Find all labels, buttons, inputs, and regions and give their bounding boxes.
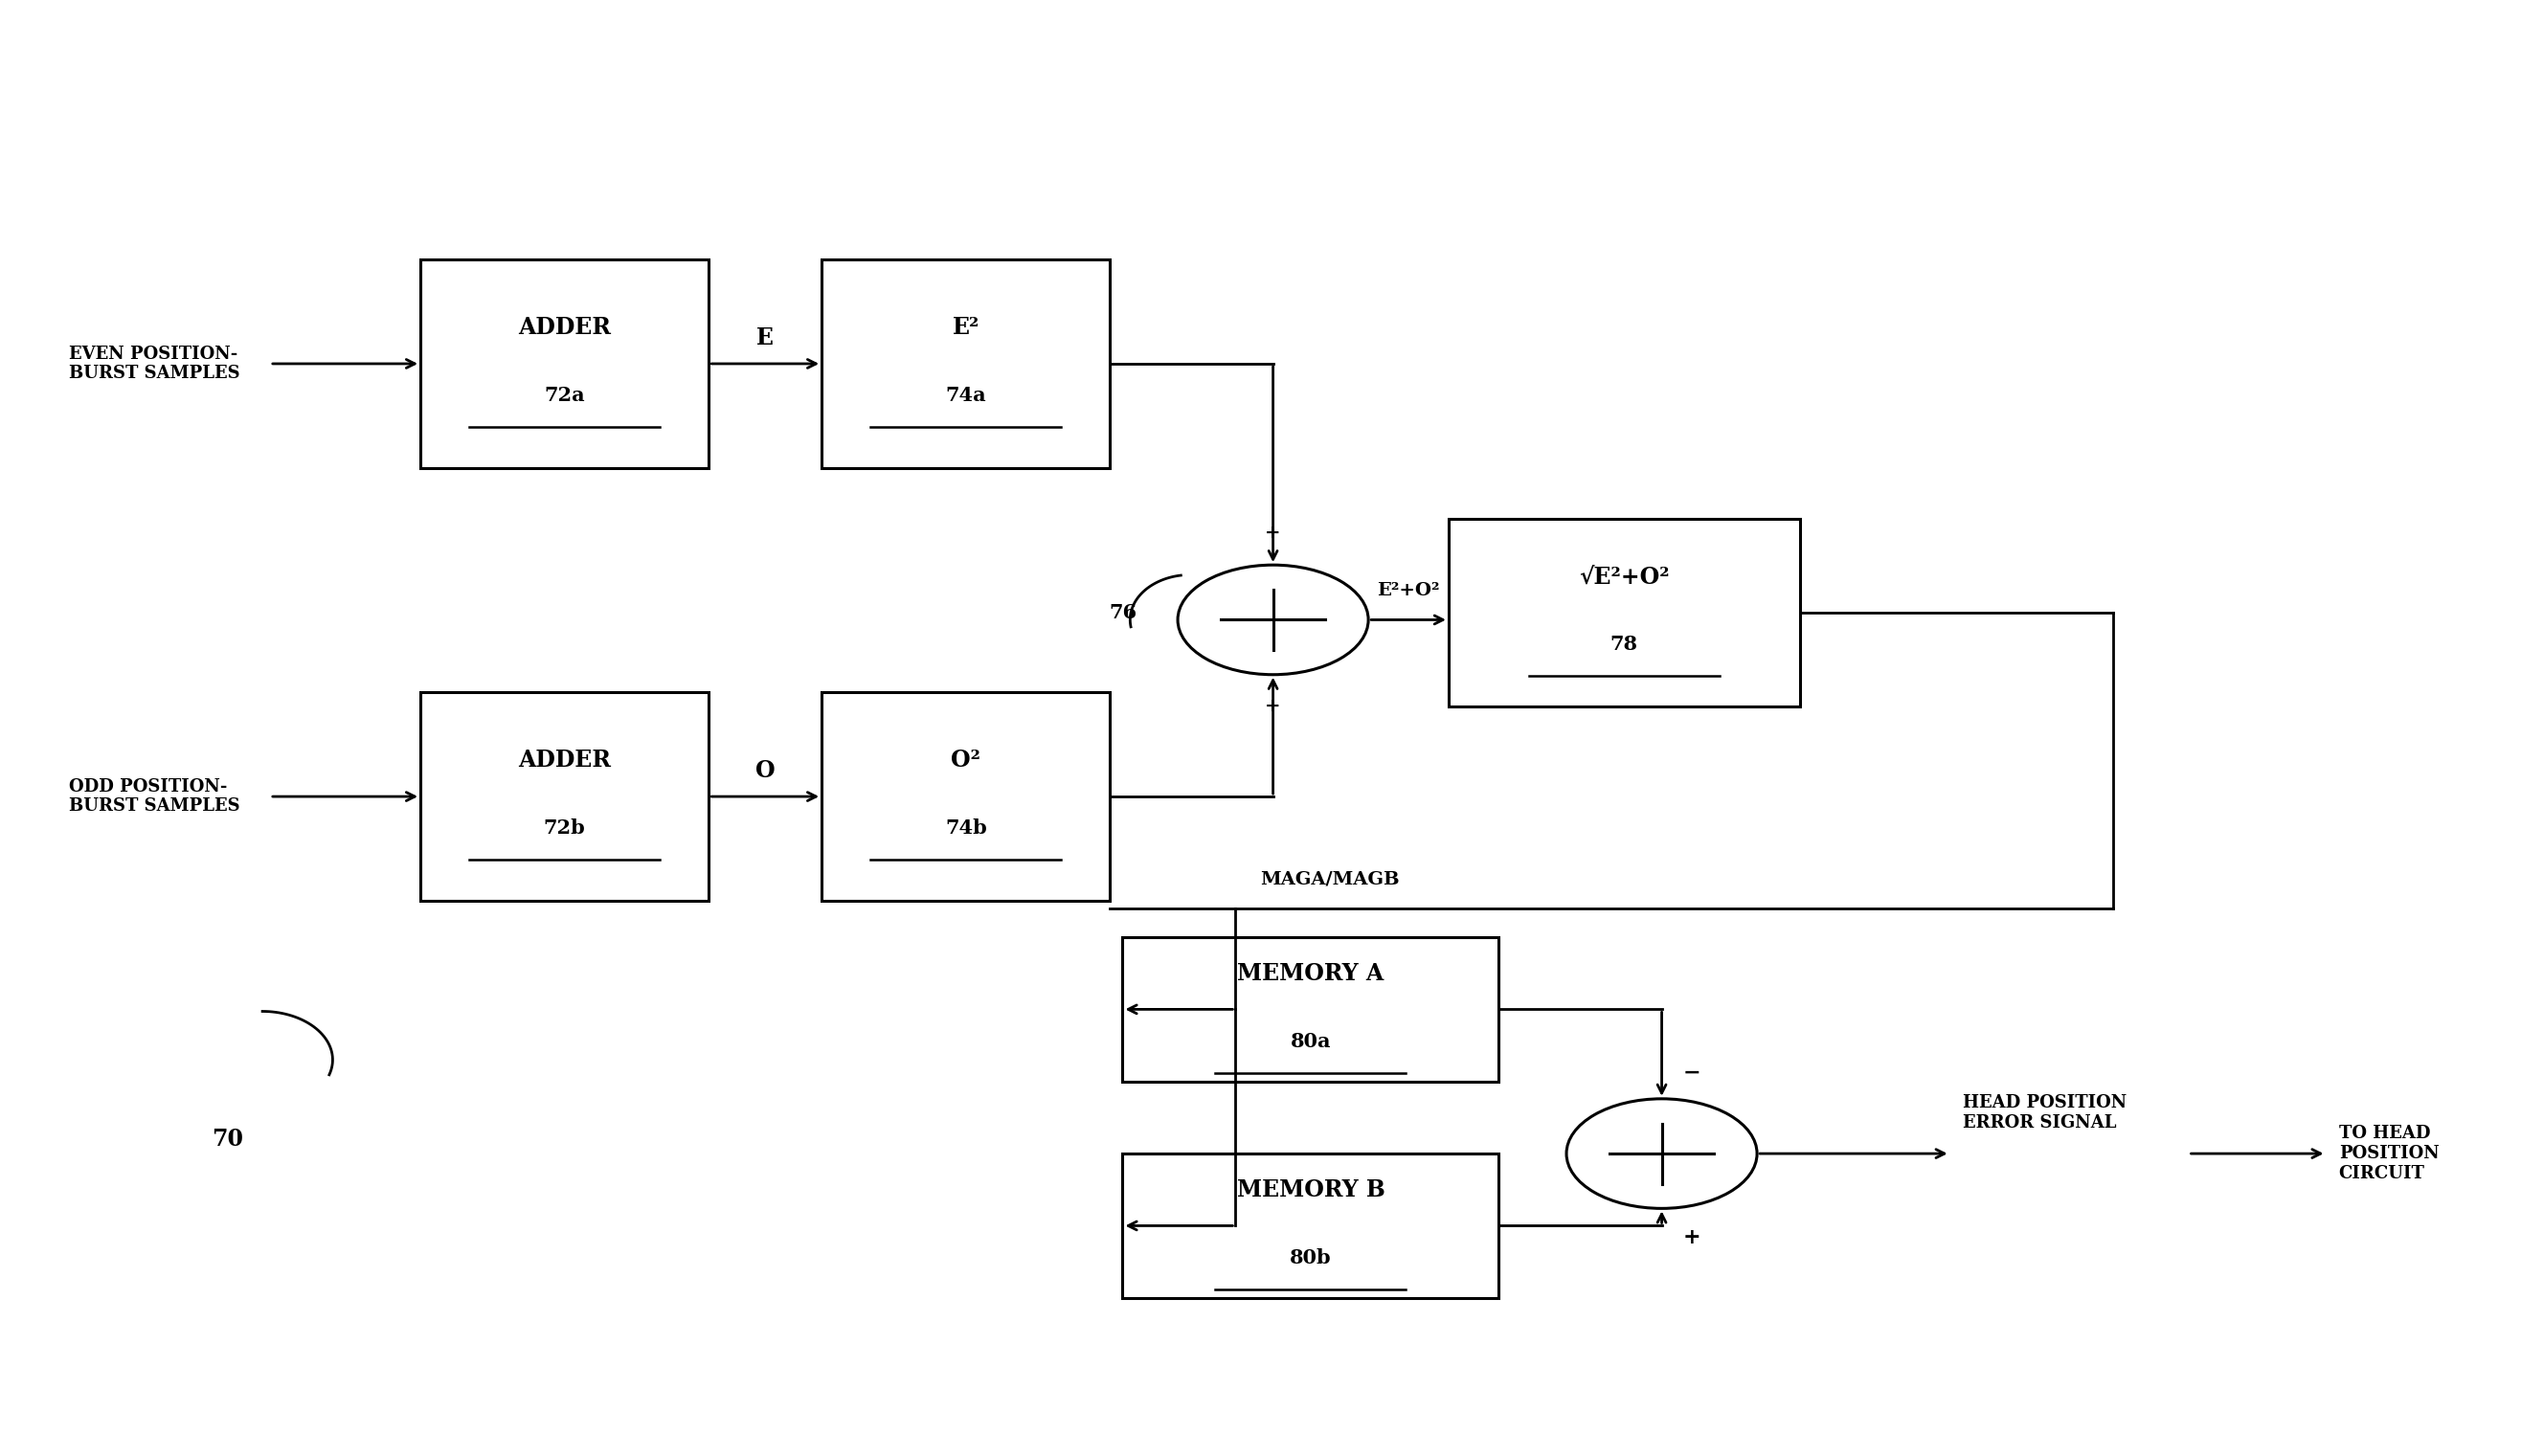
Text: E: E xyxy=(756,326,774,349)
Text: ADDER: ADDER xyxy=(519,748,610,772)
Bar xyxy=(421,692,708,901)
Text: −: − xyxy=(1684,1063,1702,1083)
Text: ODD POSITION-
BURST SAMPLES: ODD POSITION- BURST SAMPLES xyxy=(71,778,239,815)
Text: O: O xyxy=(756,759,774,782)
Text: 70: 70 xyxy=(212,1128,242,1150)
Text: TO HEAD
POSITION
CIRCUIT: TO HEAD POSITION CIRCUIT xyxy=(2339,1125,2440,1182)
Text: E²+O²: E²+O² xyxy=(1376,582,1439,600)
Text: 78: 78 xyxy=(1611,635,1639,654)
Bar xyxy=(822,692,1109,901)
Circle shape xyxy=(1177,565,1369,674)
Bar xyxy=(1122,938,1497,1082)
Text: MEMORY A: MEMORY A xyxy=(1238,962,1384,984)
Text: +: + xyxy=(1266,697,1281,715)
Text: 80b: 80b xyxy=(1291,1248,1331,1267)
Text: 74a: 74a xyxy=(945,386,986,405)
Text: ADDER: ADDER xyxy=(519,316,610,339)
Text: MAGA/MAGB: MAGA/MAGB xyxy=(1260,871,1399,888)
Text: 72b: 72b xyxy=(545,818,585,837)
Bar xyxy=(1122,1153,1497,1297)
Text: O²: O² xyxy=(950,748,981,772)
Bar xyxy=(822,259,1109,469)
Text: 72a: 72a xyxy=(545,386,585,405)
Text: +: + xyxy=(1266,524,1281,542)
Bar xyxy=(421,259,708,469)
Bar xyxy=(1450,518,1800,706)
Text: √E²+O²: √E²+O² xyxy=(1578,565,1669,588)
Text: +: + xyxy=(1684,1227,1702,1248)
Text: 76: 76 xyxy=(1109,603,1137,622)
Text: E²: E² xyxy=(953,316,981,339)
Circle shape xyxy=(1566,1099,1757,1208)
Text: EVEN POSITION-
BURST SAMPLES: EVEN POSITION- BURST SAMPLES xyxy=(71,345,239,383)
Text: 74b: 74b xyxy=(945,818,986,837)
Text: HEAD POSITION
ERROR SIGNAL: HEAD POSITION ERROR SIGNAL xyxy=(1964,1095,2128,1131)
Text: 80a: 80a xyxy=(1291,1031,1331,1051)
Text: MEMORY B: MEMORY B xyxy=(1238,1178,1384,1201)
